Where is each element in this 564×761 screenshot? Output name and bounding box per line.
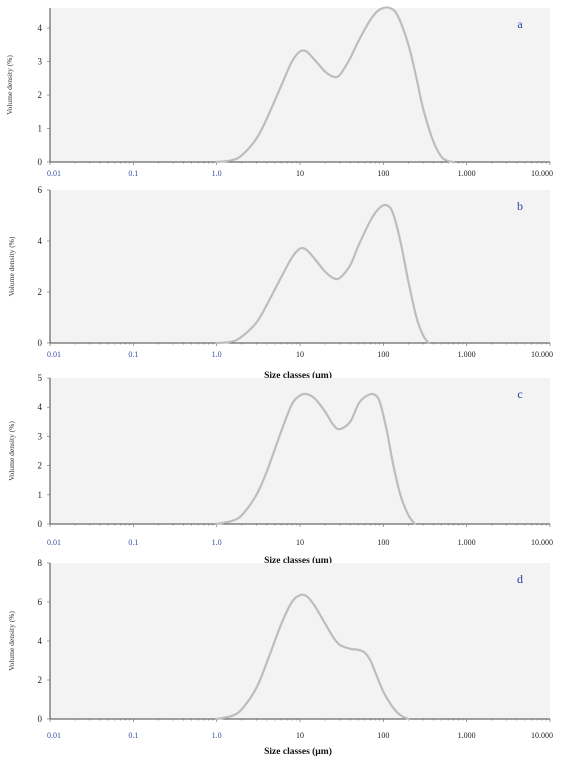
y-axis-label: Volume density (%) — [7, 236, 16, 296]
x-tick-label: 1.0 — [212, 731, 222, 740]
y-tick-label: 0 — [38, 519, 43, 529]
y-tick-label: 4 — [38, 236, 43, 246]
chart-panel-b: 0 2 4 6 0.01 0.1 1.0 10 100 1.000 10.000 Volume den… — [7, 185, 553, 381]
x-tick-label: 10.000 — [531, 350, 553, 359]
x-tick-label: 100 — [377, 350, 389, 359]
y-tick-label: 2 — [38, 90, 43, 100]
x-tick-label: 1.000 — [458, 538, 476, 547]
y-axis-label: Volume density (%) — [7, 421, 16, 481]
x-tick-label: 10 — [296, 169, 304, 178]
y-tick-label: 0 — [38, 714, 43, 724]
y-tick-label: 6 — [38, 597, 43, 607]
x-tick-label: 0.01 — [47, 731, 61, 740]
y-tick-label: 4 — [38, 23, 43, 33]
plot-area — [50, 378, 550, 524]
series-line — [215, 392, 417, 526]
series-line — [215, 593, 410, 721]
x-tick-label: 10.000 — [531, 731, 553, 740]
chart-panel-a: 0 1 2 3 4 0.01 0.1 1.0 10 100 1.000 10.000 Volume de… — [5, 6, 553, 200]
plot-area — [50, 190, 550, 343]
y-tick-label: 8 — [38, 558, 43, 568]
y-tick-label: 2 — [38, 461, 43, 471]
y-tick-label: 0 — [38, 338, 43, 348]
x-tick-label: 0.1 — [128, 169, 138, 178]
series-line — [215, 6, 455, 164]
x-tick-label: 10 — [296, 350, 304, 359]
plot-area — [50, 563, 550, 719]
panel-label: a — [517, 17, 523, 31]
series-line — [215, 203, 430, 345]
y-tick-label: 4 — [38, 402, 43, 412]
y-tick-label: 3 — [38, 431, 43, 441]
x-tick-label: 0.1 — [128, 538, 138, 547]
x-tick-label: 100 — [377, 169, 389, 178]
y-axis-label: Volume density (%) — [7, 611, 16, 671]
x-tick-label: 10 — [296, 731, 304, 740]
panel-label: c — [517, 387, 522, 401]
x-tick-label: 0.01 — [47, 538, 61, 547]
x-axis-label: Size classes (µm) — [264, 555, 332, 566]
x-tick-label: 1.0 — [212, 350, 222, 359]
y-axis-label: Volume density (%) — [5, 55, 14, 115]
x-tick-label: 10 — [296, 538, 304, 547]
x-tick-label: 1.000 — [458, 731, 476, 740]
plot-area — [50, 8, 550, 162]
x-tick-label: 100 — [377, 538, 389, 547]
x-tick-label: 1.0 — [212, 538, 222, 547]
y-tick-label: 1 — [38, 124, 43, 134]
x-tick-label: 10.000 — [531, 169, 553, 178]
x-tick-label: 10.000 — [531, 538, 553, 547]
x-tick-label: 0.01 — [47, 350, 61, 359]
x-tick-label: 1.0 — [212, 169, 222, 178]
y-tick-label: 3 — [38, 57, 43, 67]
x-tick-label: 1.000 — [458, 350, 476, 359]
panel-label: b — [517, 199, 523, 213]
y-tick-label: 1 — [38, 490, 43, 500]
y-tick-label: 2 — [38, 287, 43, 297]
y-tick-label: 6 — [38, 185, 43, 195]
x-axis-label: Size classes (µm) — [264, 370, 332, 381]
panel-label: d — [517, 572, 523, 586]
chart-panel-c: 0 1 2 3 4 5 0.01 0.1 1.0 10 100 1.000 10.000 Volume d… — [7, 373, 553, 566]
y-tick-label: 5 — [38, 373, 43, 383]
chart-panel-d: 0 2 4 6 8 0.01 0.1 1.0 10 100 1.000 10.000 Volume de… — [7, 558, 553, 757]
x-tick-label: 0.1 — [128, 350, 138, 359]
x-axis-label: Size classes (µm) — [264, 746, 332, 757]
y-tick-label: 0 — [38, 157, 43, 167]
y-tick-label: 2 — [38, 675, 43, 685]
y-tick-label: 4 — [38, 636, 43, 646]
x-tick-label: 100 — [377, 731, 389, 740]
x-tick-label: 0.1 — [128, 731, 138, 740]
x-tick-label: 0.01 — [47, 169, 61, 178]
x-tick-label: 1.000 — [458, 169, 476, 178]
